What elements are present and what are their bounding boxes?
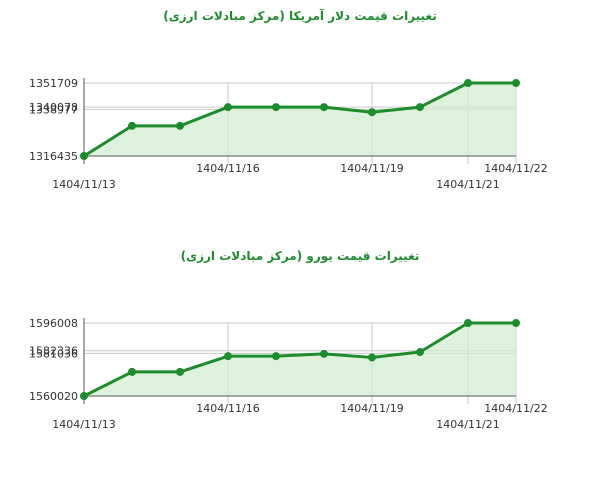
usd-series-line [83,81,516,158]
eur-y-tick-label: 1582336 [29,345,78,358]
eur-data-point[interactable] [224,352,232,361]
usd-x-tick-label: 1404/11/21 [436,178,499,191]
eur-data-point[interactable] [368,353,376,362]
eur-data-point[interactable] [512,319,520,327]
usd-data-point[interactable] [224,103,232,112]
usd-data-point[interactable] [416,103,424,112]
usd-data-point[interactable] [368,108,376,117]
usd-y-tick-label: 1316435 [29,150,78,163]
usd-data-point[interactable] [272,103,280,112]
eur-data-point[interactable] [320,349,328,358]
usd-data-point[interactable] [176,121,184,130]
usd-chart-title: تغییرات قیمت دلار آمریکا (مرکز مبادلات ا… [163,9,437,23]
eur-data-point[interactable] [464,319,472,327]
usd-area-fill [84,83,516,156]
eur-data-point[interactable] [272,352,280,361]
eur-x-tick-label: 1404/11/22 [484,402,547,415]
eur-y-tick-label: 1560020 [29,390,78,403]
eur-series-line [83,321,516,398]
usd-data-point[interactable] [464,79,472,87]
usd-data-point[interactable] [320,103,328,112]
eur-data-point[interactable] [128,367,136,376]
eur-x-tick-label: 1404/11/21 [436,418,499,431]
usd-x-tick-label: 1404/11/22 [484,162,547,175]
eur-data-point[interactable] [176,367,184,376]
usd-y-tick-label: 1340078 [29,101,78,114]
eur-data-point[interactable] [416,348,424,357]
eur-x-tick-label: 1404/11/13 [52,418,115,431]
usd-y-tick-label: 1338977 [29,103,78,116]
eur-y-tick-label: 1581036 [29,347,78,360]
eur-x-tick-label: 1404/11/16 [196,402,259,415]
usd-y-tick-label: 1351709 [29,77,78,90]
eur-data-point[interactable] [80,392,88,400]
usd-x-tick-label: 1404/11/13 [52,178,115,191]
eur-chart-title: تغییرات قیمت یورو (مرکز مبادلات ارزی) [180,249,420,263]
usd-x-tick-label: 1404/11/16 [196,162,259,175]
eur-x-tick-label: 1404/11/19 [340,402,403,415]
usd-data-point[interactable] [80,152,88,160]
eur-area-fill [84,323,516,396]
usd-x-tick-label: 1404/11/19 [340,162,403,175]
usd-data-point[interactable] [128,121,136,130]
usd-data-point[interactable] [512,79,520,87]
eur-y-tick-label: 1596008 [29,317,78,330]
